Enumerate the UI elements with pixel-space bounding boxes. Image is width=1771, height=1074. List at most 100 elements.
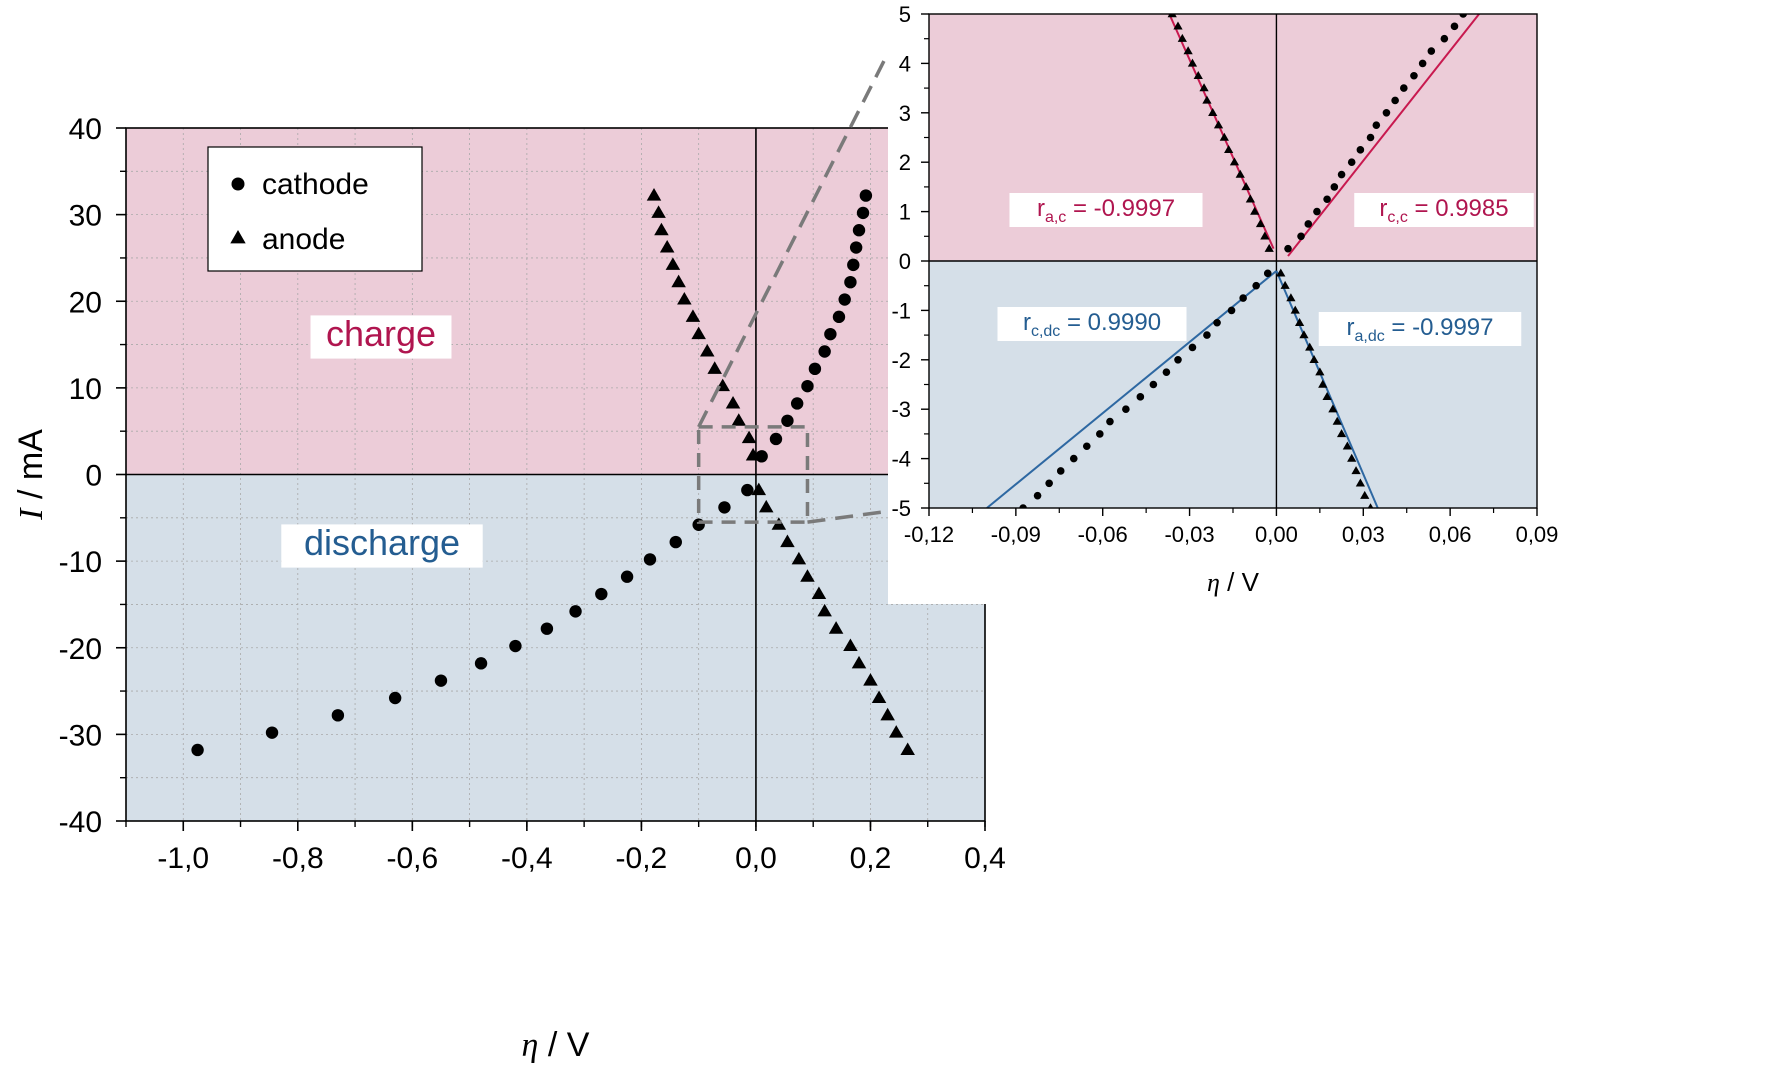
- y-tick-label: -30: [59, 719, 102, 752]
- inset-x-axis-label: η / V: [1207, 567, 1260, 597]
- y-tick-label: 40: [69, 113, 102, 146]
- annotation-base: r: [1347, 314, 1355, 341]
- inset-cathode-discharge-point: [1149, 380, 1158, 389]
- inset-y-tick-label: -1: [891, 298, 911, 323]
- cathode-point: [818, 345, 831, 358]
- anode-point: [780, 534, 795, 548]
- cathode-point: [331, 709, 345, 722]
- y-tick-label: 30: [69, 200, 102, 233]
- cathode-point: [595, 587, 608, 601]
- cathode-point: [388, 691, 402, 705]
- anode-point: [665, 257, 681, 270]
- cathode-point: [769, 432, 783, 446]
- inset-cathode-charge-point: [1366, 133, 1375, 142]
- inset-series-cathode-discharge: [1019, 269, 1272, 508]
- inset-cathode-discharge-point: [1033, 491, 1042, 500]
- y-axis-symbol: I: [13, 507, 50, 521]
- inset-cathode-charge-point: [1391, 96, 1399, 105]
- inset-anode-charge-point: [1202, 95, 1212, 104]
- cathode-point: [824, 327, 837, 341]
- annotation-box: [997, 307, 1187, 341]
- inset-cathode-discharge-point: [1122, 405, 1130, 414]
- inset-cathode-charge-point: [1284, 244, 1292, 253]
- x-axis-label: η / V: [522, 1026, 590, 1064]
- annotation-r-a-c: ra,c = -0.9997: [1009, 193, 1203, 227]
- anode-point: [699, 343, 715, 357]
- inset-y-tick-label: -5: [891, 496, 911, 521]
- anode-point: [725, 395, 741, 409]
- inset-cathode-charge-point: [1418, 59, 1427, 68]
- inset-cathode-charge-point: [1440, 34, 1449, 43]
- annotation-text: ra,c = -0.9997: [1037, 195, 1175, 226]
- inset-anode-discharge-point: [1336, 429, 1347, 438]
- inset-anode-discharge-point: [1276, 268, 1286, 277]
- inset-anode-charge-point: [1167, 14, 1177, 18]
- anode-point: [685, 309, 701, 322]
- inset-anode-charge-point: [1250, 206, 1260, 215]
- inset-anode-charge-point: [1245, 194, 1255, 203]
- inset-x-tick-label: 0,03: [1342, 522, 1385, 547]
- main-chart: -1,0 -0,8 -0,6 -0,4 -0,2 0,0 0,2 0,4-40-30-20-1…: [12, 113, 1006, 1064]
- inset-anode-discharge-point: [1309, 355, 1319, 363]
- inset-cathode-discharge-point: [1239, 294, 1247, 302]
- inset-anode-charge-point: [1199, 83, 1209, 92]
- zoom-connector-lines: [697, 54, 891, 524]
- inset-cathode-charge-point: [1427, 47, 1436, 55]
- annotation-value: = -0.9997: [1066, 195, 1175, 222]
- x-tick-label: 0,4: [964, 842, 1006, 875]
- anode-point: [888, 725, 904, 738]
- inset-x-tick-label: 0,00: [1255, 522, 1298, 547]
- x-tick-label: -0,6: [386, 842, 438, 875]
- annotation-value: = 0.9985: [1408, 195, 1509, 222]
- zoom-connector-bottom: [807, 509, 891, 524]
- inset-cathode-discharge-point: [1162, 368, 1171, 376]
- inset-anode-discharge-point: [1294, 317, 1305, 326]
- inset-cathode-discharge-point: [1096, 430, 1104, 438]
- series-cathode: [191, 189, 873, 757]
- inset-cathode-discharge-point: [1019, 504, 1027, 508]
- anode-point: [880, 707, 895, 721]
- inset-series-anode-discharge: [1276, 268, 1374, 508]
- inset-cathode-discharge-point: [1213, 318, 1221, 327]
- anode-point: [677, 291, 692, 305]
- inset-x-tick-label: 0,06: [1429, 522, 1472, 547]
- inset-anode-discharge-point: [1332, 416, 1342, 425]
- anode-point: [800, 569, 815, 582]
- inset-cathode-discharge-point: [1056, 467, 1065, 475]
- anode-point: [745, 447, 761, 461]
- inset-cathode-charge-point: [1323, 195, 1331, 204]
- inset-cathode-charge-point: [1382, 109, 1391, 117]
- inset-y-tick-label: 0: [899, 249, 911, 274]
- inset-series-cathode-charge: [1284, 14, 1467, 253]
- anode-point: [659, 240, 675, 253]
- annotation-text: ra,dc = -0.9997: [1347, 314, 1494, 345]
- anode-point: [654, 222, 669, 236]
- inset-cathode-discharge-point: [1203, 331, 1211, 339]
- inset-cathode-discharge-point: [1082, 442, 1091, 451]
- annotation-r-a-dc: ra,dc = -0.9997: [1318, 312, 1522, 346]
- anode-point: [651, 205, 666, 218]
- x-tick-label: -1,0: [157, 842, 209, 875]
- anode-point: [900, 742, 915, 755]
- inset-cathode-charge-point: [1347, 158, 1356, 166]
- cathode-point: [838, 293, 851, 306]
- x-axis-symbol: η: [522, 1027, 539, 1064]
- legend-anode-label: anode: [262, 223, 345, 256]
- inset-x-tick-label: -0,09: [991, 522, 1041, 547]
- cathode-point: [856, 206, 870, 220]
- series-anode: [646, 188, 915, 755]
- inset-anode-charge-point: [1193, 70, 1203, 79]
- cathode-point: [474, 657, 488, 670]
- inset-anode-charge-point: [1219, 132, 1229, 141]
- zoom-connector-top: [697, 54, 889, 428]
- inset-anode-charge-point: [1241, 182, 1251, 191]
- inset-anode-charge-point: [1177, 33, 1187, 42]
- anode-point: [671, 274, 686, 288]
- inset-anode-charge-point: [1173, 21, 1183, 30]
- zoom-box: [696, 425, 810, 524]
- inset-y-tick-label: 2: [899, 150, 911, 175]
- cathode-point: [620, 570, 634, 583]
- inset-anode-discharge-point: [1315, 367, 1325, 376]
- annotation-subscript: c,c: [1387, 209, 1407, 226]
- x-tick-label: -0,2: [616, 842, 668, 875]
